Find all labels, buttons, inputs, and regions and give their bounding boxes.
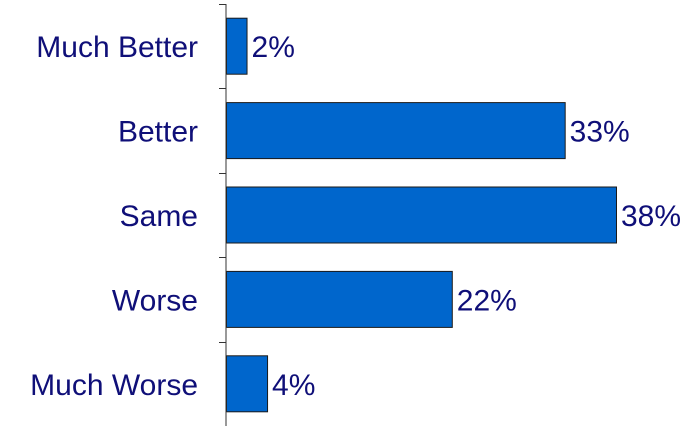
bar [226,270,453,328]
data-label: 4% [272,369,315,402]
bar [226,186,617,244]
data-label: 33% [570,116,630,149]
category-label: Much Worse [30,369,198,402]
bars-layer [226,17,617,413]
category-label: Same [120,200,198,233]
bar [226,355,269,413]
data-label: 38% [621,200,681,233]
category-label: Better [118,116,198,149]
category-label: Worse [112,284,198,317]
data-label: 22% [457,284,517,317]
category-label: Much Better [36,31,198,64]
bar [226,17,248,75]
bar [226,102,566,160]
category-axis [219,4,227,426]
data-label: 2% [252,31,295,64]
labels-layer: Much Better 2% Better 33% Same 38% Worse 22% Muc… [30,31,681,402]
